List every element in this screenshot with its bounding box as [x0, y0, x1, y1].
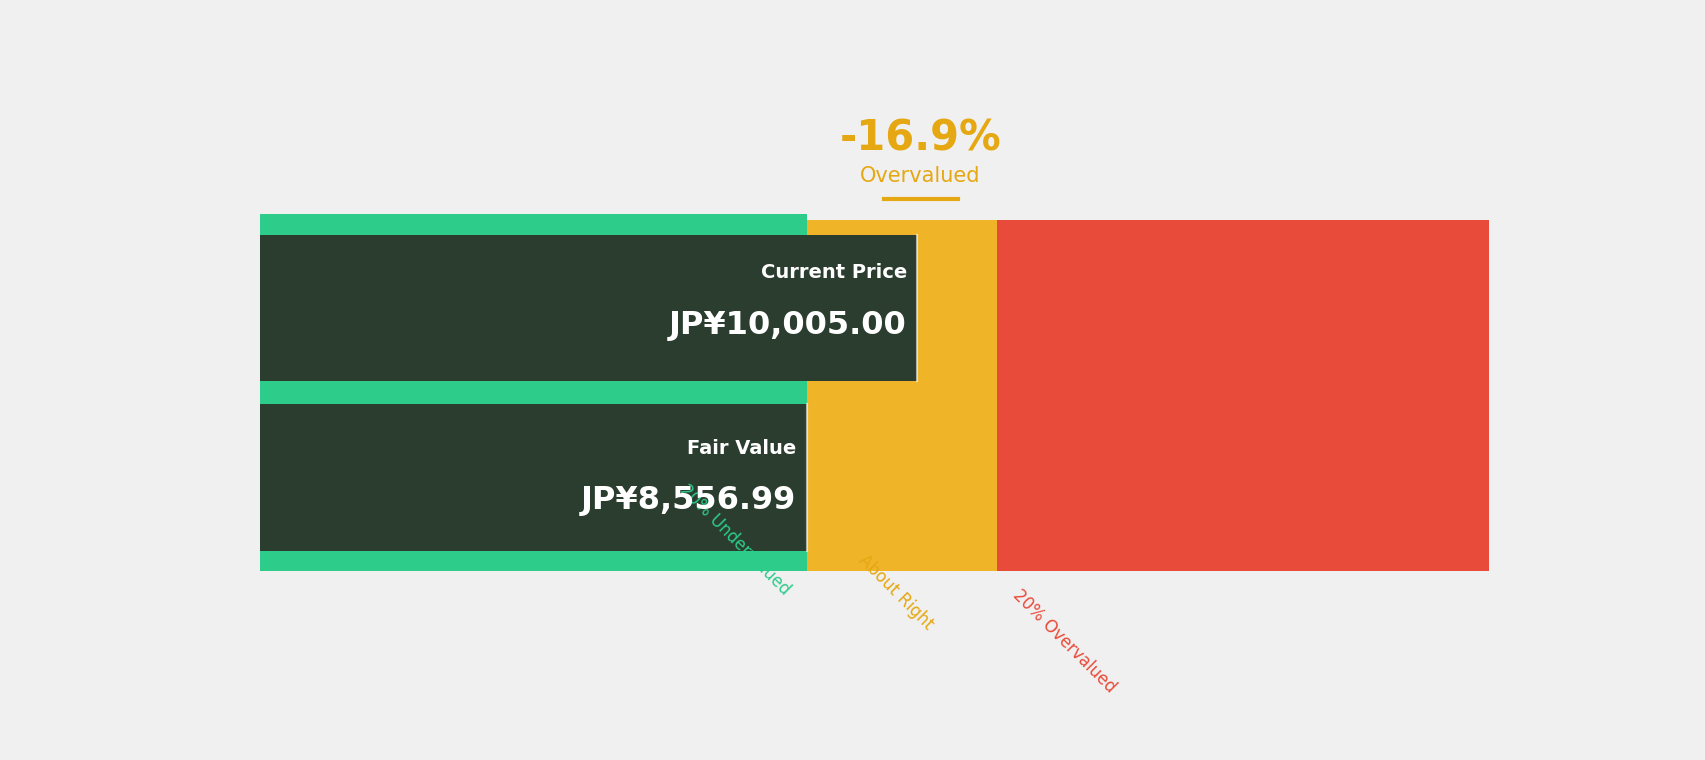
Text: Fair Value: Fair Value	[687, 439, 796, 458]
Text: About Right: About Right	[854, 551, 936, 633]
Text: JP¥8,556.99: JP¥8,556.99	[580, 486, 796, 516]
Text: Current Price: Current Price	[760, 263, 907, 282]
Text: 20% Undervalued: 20% Undervalued	[675, 481, 793, 598]
Bar	[259, 404, 806, 550]
Bar	[259, 235, 917, 381]
Text: 20% Overvalued: 20% Overvalued	[1009, 586, 1118, 696]
Bar	[259, 220, 806, 571]
Bar	[259, 550, 806, 571]
Bar	[806, 220, 997, 571]
Bar	[997, 220, 1488, 571]
Text: JP¥10,005.00: JP¥10,005.00	[668, 310, 907, 340]
Text: -16.9%: -16.9%	[839, 117, 1001, 159]
Text: Overvalued: Overvalued	[859, 166, 980, 186]
Bar	[259, 214, 806, 235]
Bar	[259, 381, 806, 401]
Bar	[259, 384, 806, 404]
